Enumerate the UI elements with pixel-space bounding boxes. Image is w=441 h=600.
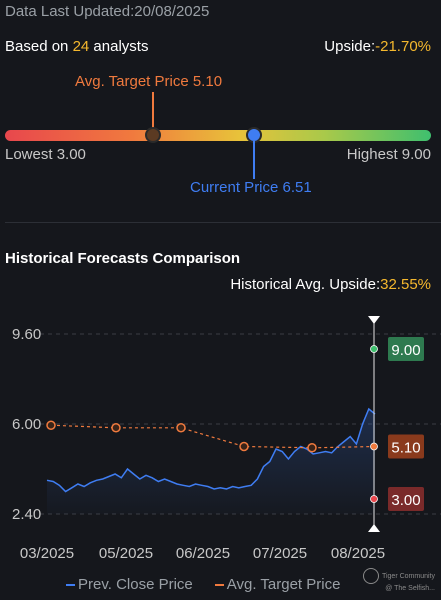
upside-text: Upside:-21.70%: [324, 38, 431, 55]
avg-target-point: [307, 443, 317, 453]
avg-target-points: [46, 420, 317, 453]
badge-point: [370, 495, 378, 503]
x-tick-label: 08/2025: [331, 545, 385, 562]
historical-upside-value: 32.55%: [380, 276, 431, 293]
watermark-line1: Tiger Community: [381, 572, 435, 580]
avg-target-label: Avg. Target Price 5.10: [75, 73, 223, 90]
lowest-price-label: Lowest 3.00: [5, 146, 86, 163]
analysts-suffix: analysts: [89, 38, 149, 55]
current-price-connector: [253, 141, 255, 179]
price-range-bar: [5, 130, 431, 141]
cursor-top-arrow: [368, 316, 380, 324]
value-badge-label: 3.00: [391, 492, 420, 509]
badge-point: [370, 442, 378, 451]
value-badge: [388, 434, 424, 459]
avg-target-point: [46, 420, 56, 430]
x-tick-label: 03/2025: [20, 545, 74, 562]
avg-target-line: [50, 424, 375, 449]
y-tick-label: 6.00: [12, 416, 41, 433]
avg-target-legend-swatch: [214, 584, 224, 587]
analysts-prefix: Based on: [5, 38, 73, 55]
value-badge: [388, 487, 424, 511]
avg-target-marker: [145, 127, 161, 143]
x-axis-ticks: 03/2025 05/2025 06/2025 07/2025 08/2025: [20, 545, 385, 562]
historical-title: Historical Forecasts Comparison: [5, 250, 241, 267]
current-price-label: Current Price 6.51: [190, 179, 312, 196]
cursor-bottom-arrow: [368, 524, 380, 532]
avg-target-point: [176, 423, 186, 433]
updated-value: 20/08/2025: [134, 3, 210, 20]
historical-upside-text: Historical Avg. Upside:32.55%: [230, 276, 431, 293]
updated-label: Data Last Updated:: [5, 3, 135, 20]
avg-target-legend-label: Avg. Target Price: [226, 576, 341, 593]
avg-target-point: [111, 423, 121, 433]
historical-upside-label: Historical Avg. Upside:: [230, 276, 381, 293]
y-axis-ticks: 9.60 6.00 2.40: [12, 326, 41, 523]
upside-label: Upside:: [324, 38, 376, 55]
value-badge-label: 5.10: [391, 440, 420, 457]
y-tick-label: 9.60: [12, 326, 41, 343]
value-badge-label: 9.00: [391, 342, 420, 359]
tiger-logo-icon: [362, 568, 379, 584]
section-divider: [5, 222, 441, 223]
x-tick-label: 06/2025: [176, 545, 230, 562]
prev-close-legend-swatch: [66, 584, 75, 587]
analysts-count-text: Based on 24 analysts: [5, 38, 148, 55]
watermark-line2: @ The Selfish...: [385, 585, 435, 592]
highest-price-label: Highest 9.00: [346, 146, 431, 163]
prev-close-line: [46, 407, 376, 493]
value-badge: [388, 337, 424, 361]
upside-value: -21.70%: [375, 38, 431, 55]
badge-point: [370, 345, 378, 353]
avg-target-point: [239, 441, 249, 452]
historical-forecast-chart[interactable]: 9.60 6.00 2.40 9.00 5.10 3.00 03/2025 05/2025…: [0, 310, 441, 572]
y-tick-label: 2.40: [12, 506, 41, 523]
x-tick-label: 05/2025: [99, 545, 153, 562]
x-tick-label: 07/2025: [253, 545, 307, 562]
avg-target-connector: [152, 92, 154, 136]
watermark: Tiger Community @ The Selfish...: [362, 568, 435, 594]
analysts-count: 24: [72, 38, 90, 55]
chart-badges: 9.00 5.10 3.00: [370, 337, 424, 511]
prev-close-legend-label: Prev. Close Price: [78, 576, 193, 593]
chart-legend: Prev. Close Price Avg. Target Price: [66, 576, 340, 593]
chart-cursor: [368, 316, 380, 532]
data-updated-text: Data Last Updated:20/08/2025: [5, 3, 209, 20]
prev-close-area: [47, 409, 375, 514]
